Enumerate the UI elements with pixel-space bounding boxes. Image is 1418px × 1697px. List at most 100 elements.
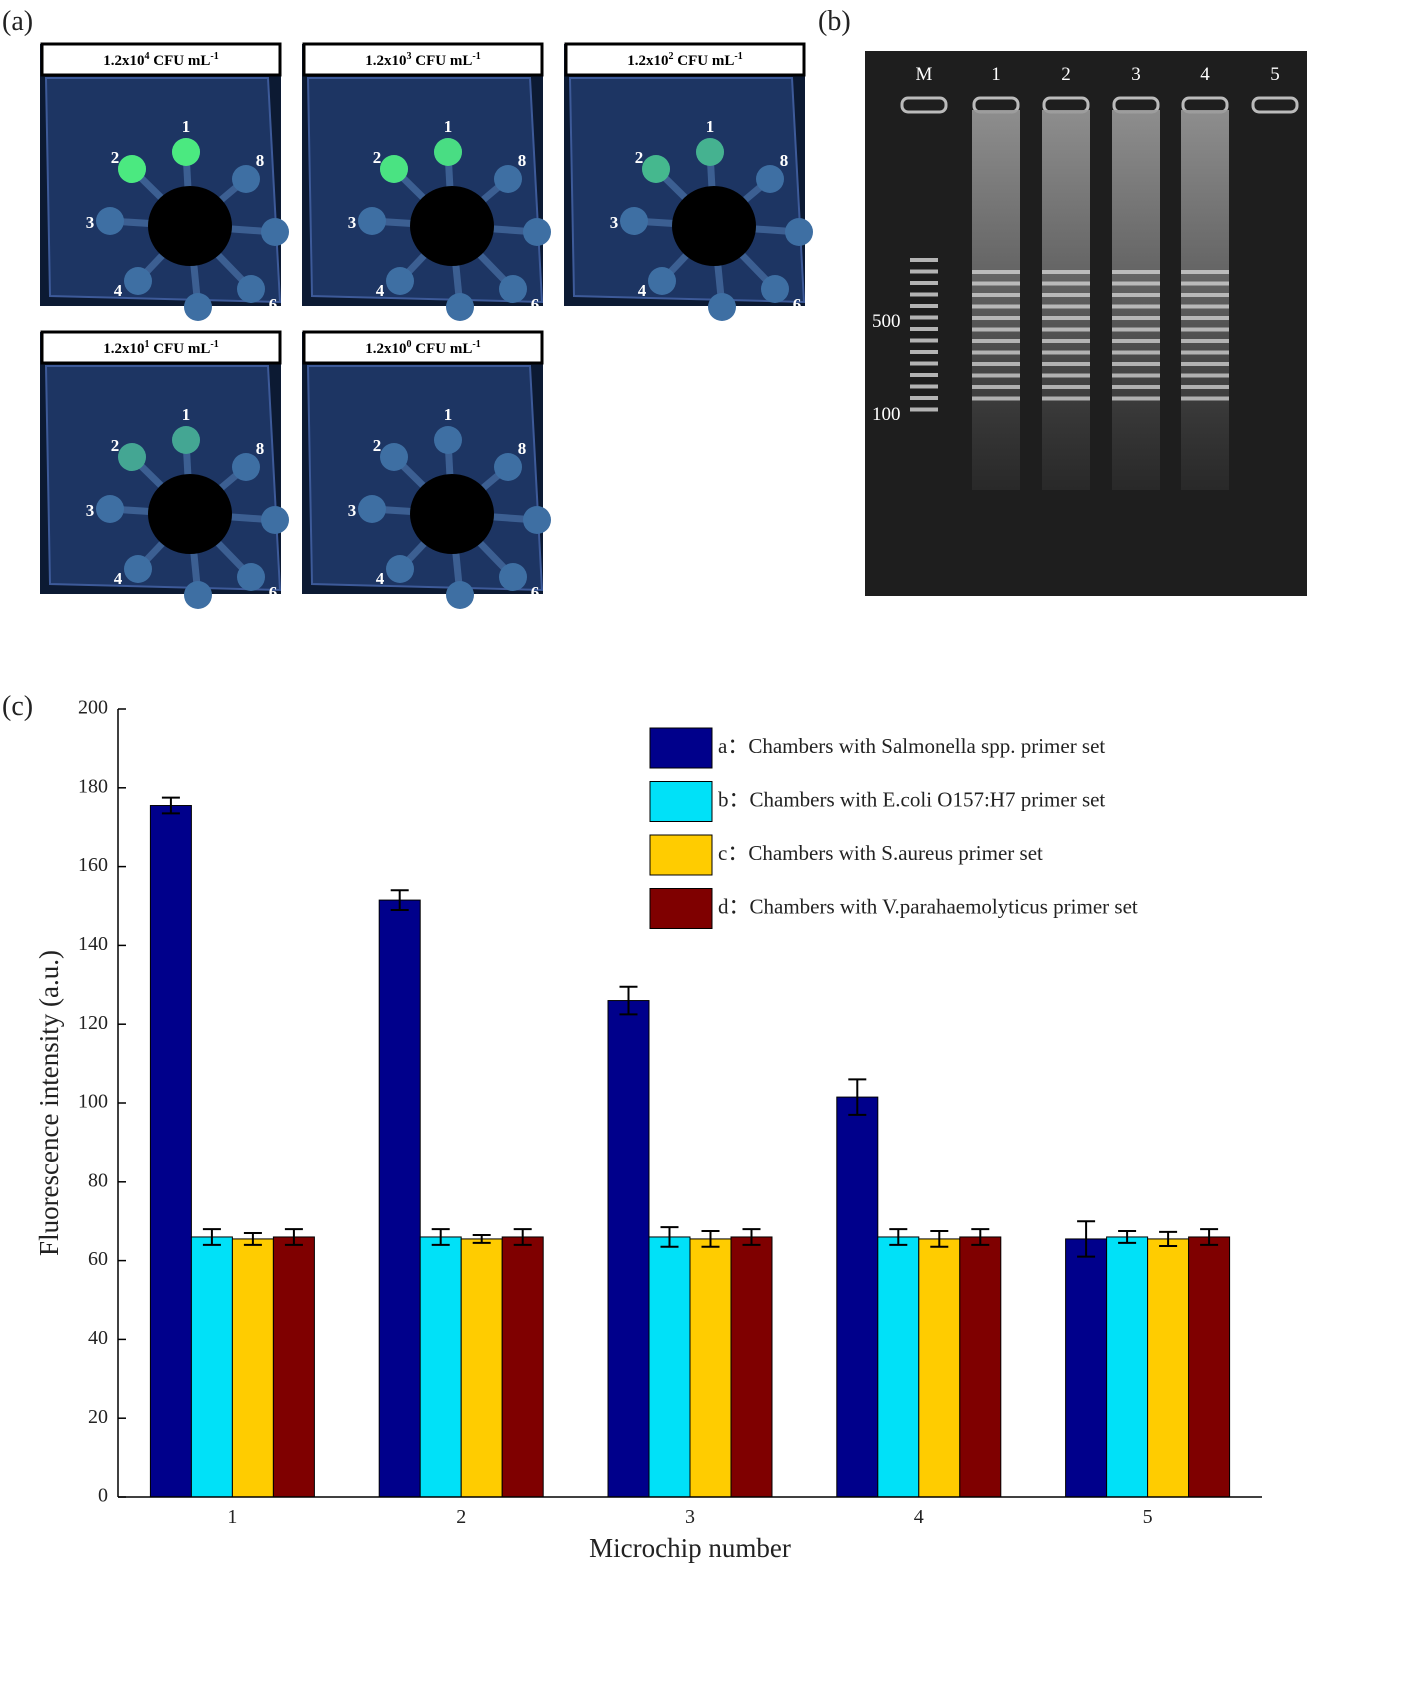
chamber-label: 2 [373, 436, 382, 455]
lane-band [1042, 293, 1090, 297]
chamber [696, 138, 724, 166]
chip-photo: 1 2 3 4 5 6 7 8 1.2x100 CFU mL-1 [302, 330, 562, 630]
error-bar [1118, 1230, 1137, 1244]
chamber-label: 1 [706, 117, 715, 136]
chamber-glow [696, 138, 724, 166]
ladder-band [910, 327, 938, 331]
well [900, 96, 948, 114]
header-box [302, 330, 544, 365]
bar [1147, 1238, 1190, 1498]
ladder-band [910, 258, 938, 262]
legend-swatch [649, 727, 713, 769]
lane-band [972, 350, 1020, 355]
chamber-glow [642, 155, 670, 183]
lane-band [1042, 350, 1090, 355]
error-bar [889, 1228, 908, 1246]
header-base: 1.2x10 [627, 53, 668, 69]
chamber [499, 275, 527, 303]
chamber [761, 275, 789, 303]
header-unit: CFU mL [412, 341, 473, 357]
chamber-label: 3 [86, 213, 95, 232]
chamber-label: 4 [638, 281, 647, 300]
lane-band [1042, 304, 1090, 309]
bar [1106, 1236, 1149, 1498]
x-tick-label: 1 [227, 1506, 237, 1528]
lane-label: 4 [1200, 64, 1210, 85]
bar [378, 899, 421, 1498]
chamber [96, 495, 124, 523]
bar [836, 1096, 879, 1498]
lane-band [1181, 293, 1229, 297]
header-base: 1.2x10 [103, 53, 144, 69]
chamber-label: 6 [269, 583, 278, 602]
header-unit: CFU mL [150, 341, 211, 357]
legend-swatch [649, 781, 713, 822]
header-box [302, 42, 544, 77]
header-base: 1.2x10 [365, 341, 406, 357]
lane-band [1112, 362, 1160, 366]
chamber-label: 4 [114, 281, 123, 300]
image-header: 1.2x103 CFU mL-1 [365, 51, 480, 69]
chamber-label: 3 [86, 501, 95, 520]
lane-band [1042, 327, 1090, 332]
header-unit-exp: -1 [472, 51, 480, 62]
y-tick-label: 100 [78, 1091, 108, 1113]
chamber [380, 443, 408, 471]
error-bar [513, 1228, 532, 1246]
lane-band [972, 362, 1020, 366]
chamber-label: 5 [194, 611, 203, 630]
y-tick-label: 60 [88, 1248, 108, 1270]
y-tick-label: 200 [78, 697, 108, 719]
chamber-label: 4 [376, 569, 385, 588]
chamber [494, 453, 522, 481]
image-header: 1.2x101 CFU mL-1 [103, 339, 218, 357]
error-bar [431, 1228, 450, 1246]
lane-band [972, 373, 1020, 378]
chamber-label: 6 [531, 295, 540, 314]
y-tick-label: 20 [88, 1406, 108, 1428]
lane-band [972, 396, 1020, 401]
ladder-band [910, 373, 938, 377]
chamber [184, 293, 212, 321]
smear [1112, 110, 1160, 490]
panel-c: 0 20 40 60 80 100 120 140 160 180 200 1 2 3 4 5 Microchi… [34, 697, 1262, 1563]
error-bar [971, 1228, 990, 1246]
header-box [40, 42, 282, 77]
lane-band [1042, 270, 1090, 274]
chamber [232, 165, 260, 193]
header-unit: CFU mL [150, 53, 211, 69]
lane-band [1042, 373, 1090, 378]
header-unit: CFU mL [674, 53, 735, 69]
panel-label: (a) [2, 6, 33, 37]
x-tick-label: 4 [914, 1506, 924, 1528]
ladder-label: 500 [872, 311, 901, 332]
error-bar [1200, 1228, 1219, 1246]
header-unit-exp: -1 [734, 51, 742, 62]
bar [959, 1236, 1002, 1498]
lane-band [1042, 316, 1090, 320]
ladder-band [910, 338, 938, 343]
chamber-glow [118, 155, 146, 183]
bar [1188, 1236, 1231, 1498]
chamber [386, 267, 414, 295]
ladder-band [910, 269, 938, 274]
error-bar [284, 1228, 303, 1246]
chamber [232, 453, 260, 481]
lane-band [1181, 385, 1229, 389]
legend-swatch [649, 888, 713, 929]
chamber [494, 165, 522, 193]
lane-band [972, 385, 1020, 389]
lane-band [1042, 385, 1090, 389]
chamber [358, 207, 386, 235]
lane-band [1112, 293, 1160, 297]
legend-label: d：Chambers with V.parahaemolyticus prime… [718, 894, 1138, 918]
error-bar [1159, 1230, 1178, 1248]
header-unit-exp: -1 [210, 51, 218, 62]
lane-band [1112, 385, 1160, 389]
well [1251, 96, 1299, 114]
lane-band [1181, 316, 1229, 320]
error-bar [701, 1230, 720, 1248]
